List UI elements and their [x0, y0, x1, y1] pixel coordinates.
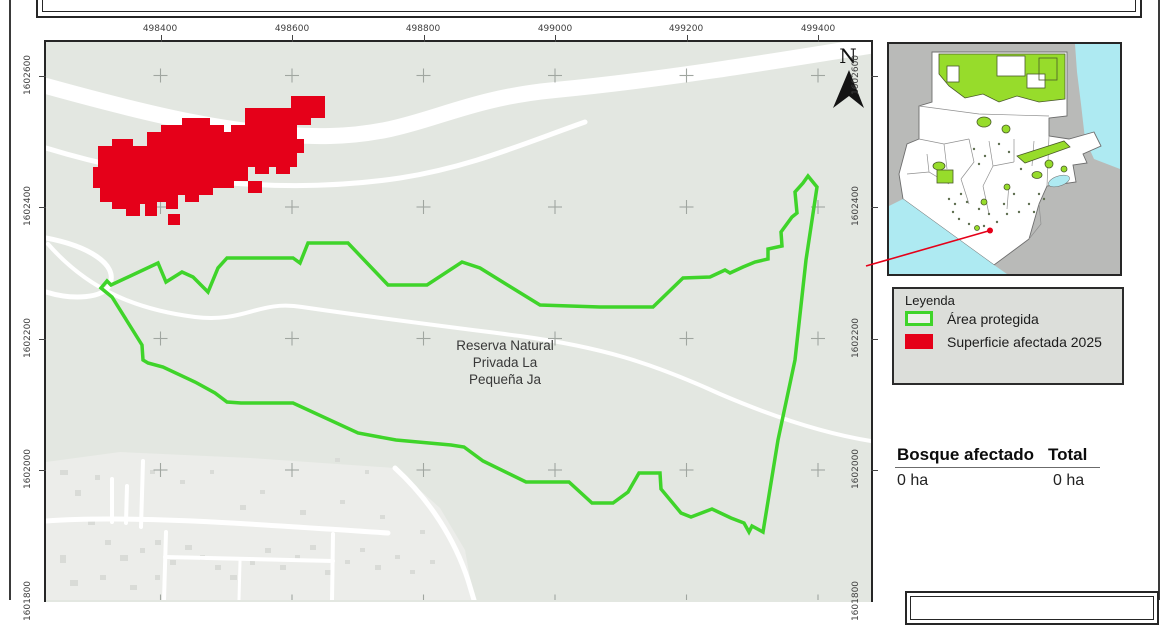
inset-specks: [947, 142, 1046, 228]
title-box-cropped: [36, 0, 1142, 18]
protected-area-swatch: [905, 311, 933, 326]
stats-header-total: Total: [1048, 445, 1088, 464]
legend-item-label: Área protegida: [947, 311, 1039, 327]
axis-label-top: 498600: [274, 24, 310, 34]
main-map-drawing: [46, 42, 871, 600]
axis-label-top: 498800: [405, 24, 441, 34]
stats-value-total: 0 ha: [1053, 472, 1085, 489]
axis-label-right: 1602000: [851, 448, 861, 490]
page-frame-left: [9, 0, 11, 600]
lake-izabal: [1048, 174, 1070, 188]
axis-label-left: 1602000: [23, 448, 33, 490]
bottom-right-box-cropped: [905, 591, 1159, 625]
map-layout-page: { "main_map": { "place_label": "Reserva …: [9, 0, 1160, 625]
legend-item-label: Superficie afectada 2025: [947, 334, 1102, 350]
stats-value-bosque: 0 ha: [897, 472, 929, 489]
axis-label-left: 1602400: [23, 185, 33, 227]
page-frame-right: [1158, 0, 1160, 600]
inset-block-holes: [946, 55, 1046, 89]
legend-box: Leyenda Área protegida Superficie afecta…: [892, 287, 1124, 385]
axis-label-top: 499000: [537, 24, 573, 34]
axis-label-top: 498400: [142, 24, 178, 34]
inset-protected-areas: [932, 53, 1071, 231]
axis-label-right: 1602600: [851, 54, 861, 96]
main-map-canvas: Reserva Natural Privada La Pequeña Ja N: [44, 40, 873, 602]
axis-label-left: 1601800: [23, 580, 33, 622]
grid-crosses: [153, 68, 825, 600]
protected-area-outline: [98, 173, 819, 536]
stats-divider: [895, 467, 1100, 468]
reserve-label: Reserva Natural Privada La Pequeña Ja: [456, 338, 554, 387]
axis-label-right: 1601800: [851, 580, 861, 622]
axis-label-top: 499400: [800, 24, 836, 34]
axis-label-left: 1602200: [23, 317, 33, 359]
affected-surface-swatch: [905, 334, 933, 349]
axis-label-top: 499200: [668, 24, 704, 34]
inset-map-drawing: [889, 44, 1120, 274]
north-label: N: [839, 44, 857, 68]
axis-label-right: 1602200: [851, 317, 861, 359]
north-arrow-icon: [833, 70, 864, 108]
inset-map-canvas: [887, 42, 1122, 276]
legend-title: Leyenda: [905, 293, 955, 308]
building-footprints: [60, 458, 435, 590]
axis-label-left: 1602600: [23, 54, 33, 96]
affected-surface-2025: [93, 96, 325, 225]
axis-label-right: 1602400: [851, 185, 861, 227]
guatemala-outline: [898, 51, 1102, 266]
stats-header-bosque: Bosque afectado: [897, 445, 1034, 464]
